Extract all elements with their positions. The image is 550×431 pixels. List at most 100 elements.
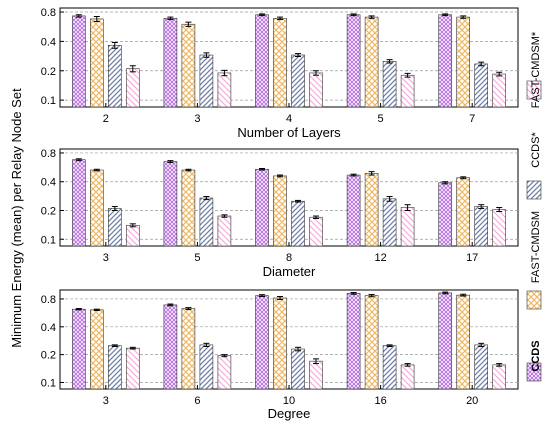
x-tick-label: 6	[194, 395, 200, 407]
bar-ccds-2	[72, 15, 86, 108]
error-bar	[460, 176, 467, 180]
bar-ccds--5	[199, 197, 214, 247]
error-bar	[313, 215, 319, 219]
x-tick-label: 17	[466, 252, 478, 264]
y-tick-label: 0.2	[41, 205, 56, 217]
bar-ccds--8	[291, 200, 305, 247]
legend-swatch	[526, 180, 542, 200]
bar-ccds-12	[346, 174, 361, 247]
bar-ccds-5	[346, 14, 361, 108]
bar-fast-cmdsm-3	[181, 23, 196, 108]
legend-swatch	[526, 80, 542, 100]
error-bar	[111, 206, 118, 211]
bar-ccds--4	[291, 54, 305, 108]
error-bar	[313, 358, 319, 365]
error-bar	[221, 214, 228, 218]
bar-ccds--5	[382, 61, 397, 108]
bar-fast-cmdsm-2	[90, 18, 104, 108]
bar-ccds-7	[438, 14, 453, 108]
error-bar	[386, 196, 393, 202]
error-bar	[386, 344, 393, 347]
error-bar	[221, 354, 228, 358]
x-axis-title: Degree	[268, 406, 311, 421]
panel-2: 0.1 0.2 0.4 0.8 3 5 8 12 17 Diameter	[41, 148, 519, 279]
legend-item-ccds-: CCDS*	[526, 132, 542, 200]
error-bar	[75, 158, 82, 162]
bar-fast-cmdsm-8	[273, 175, 287, 247]
error-bar	[350, 173, 357, 177]
error-bar	[277, 174, 283, 178]
bar-ccds--10	[291, 348, 305, 390]
bar-ccds-6	[163, 304, 178, 390]
bar-ccds--2	[108, 44, 122, 108]
x-tick-label: 20	[466, 395, 478, 407]
error-bar	[460, 293, 467, 297]
bar-ccds-10	[255, 295, 269, 390]
x-tick-label: 16	[374, 395, 386, 407]
bar-fast-cmdsm-7	[456, 16, 471, 108]
error-bar	[259, 294, 265, 298]
bar-fast-cmdsm--5	[400, 74, 415, 108]
x-axis-title: Diameter	[263, 264, 316, 279]
y-tick-label: 0.4	[41, 36, 56, 48]
error-bar	[368, 15, 375, 19]
error-bar	[404, 72, 411, 78]
x-tick-label: 10	[283, 395, 295, 407]
y-tick-label: 0.1	[41, 377, 56, 389]
y-tick-label: 0.1	[41, 234, 56, 246]
error-bar	[496, 363, 503, 367]
bar-fast-cmdsm-3	[90, 169, 104, 247]
bar-ccds-17	[438, 182, 453, 247]
bar-fast-cmdsm--3	[217, 72, 232, 108]
legend-item-ccds: CCDS	[526, 340, 542, 382]
bar-fast-cmdsm--20	[492, 364, 507, 390]
error-bar	[404, 363, 411, 367]
bar-fast-cmdsm-5	[181, 169, 196, 247]
y-tick-label: 0.4	[41, 322, 56, 334]
error-bar	[350, 291, 357, 295]
error-bar	[277, 296, 283, 300]
error-bar	[111, 41, 118, 49]
legend-item-fast-cmdsm-: FAST-CMDSM*	[526, 31, 542, 108]
bar-fast-cmdsm--8	[309, 216, 323, 247]
bar-fast-cmdsm-4	[273, 18, 287, 108]
bar-fast-cmdsm-17	[456, 177, 471, 247]
error-bar	[277, 16, 283, 21]
error-bar	[185, 307, 192, 311]
legend-label: FAST-CMDSM*	[530, 31, 542, 108]
bar-ccds--16	[382, 345, 397, 390]
panel-3: 0.1 0.2 0.4 0.8 3 6 10 16 20 Degree	[41, 289, 519, 421]
error-bar	[442, 13, 449, 17]
panel-1: 0.1 0.2 0.4 0.8 2 3 4 5 7 Number of Layers	[41, 7, 519, 140]
x-tick-label: 7	[469, 113, 475, 125]
error-bar	[460, 15, 467, 19]
legend-item-fast-cmdsm: FAST-CMDSM	[526, 211, 542, 310]
y-tick-label: 0.8	[41, 7, 56, 19]
bar-fast-cmdsm--16	[400, 364, 415, 390]
bar-fast-cmdsm--10	[309, 360, 323, 390]
error-bar	[129, 65, 136, 73]
bar-fast-cmdsm-12	[364, 172, 379, 247]
y-tick-label: 0.2	[41, 66, 56, 78]
error-bar	[185, 21, 192, 27]
error-bar	[386, 59, 393, 64]
error-bar	[167, 160, 174, 164]
bar-fast-cmdsm--5	[217, 215, 232, 247]
legend-label: CCDS	[530, 340, 542, 371]
error-bar	[221, 69, 228, 77]
error-bar	[442, 291, 449, 295]
error-bar	[478, 61, 485, 67]
x-tick-label: 3	[194, 113, 200, 125]
bar-fast-cmdsm-3	[90, 309, 104, 390]
bar-fast-cmdsm--12	[400, 207, 415, 247]
error-bar	[203, 52, 210, 58]
bar-fast-cmdsm--6	[217, 355, 232, 390]
error-bar	[167, 303, 174, 307]
error-bar	[129, 346, 136, 350]
x-tick-label: 8	[286, 252, 292, 264]
error-bar	[75, 14, 82, 18]
y-axis-title: Minimum Energy (mean) per Relay Node Set	[9, 88, 24, 348]
legend-label: FAST-CMDSM	[530, 211, 542, 283]
bar-fast-cmdsm-5	[364, 16, 379, 108]
legend: CCDS FAST-CMDSM CCDS* FAST-CMDSM*	[526, 31, 542, 382]
